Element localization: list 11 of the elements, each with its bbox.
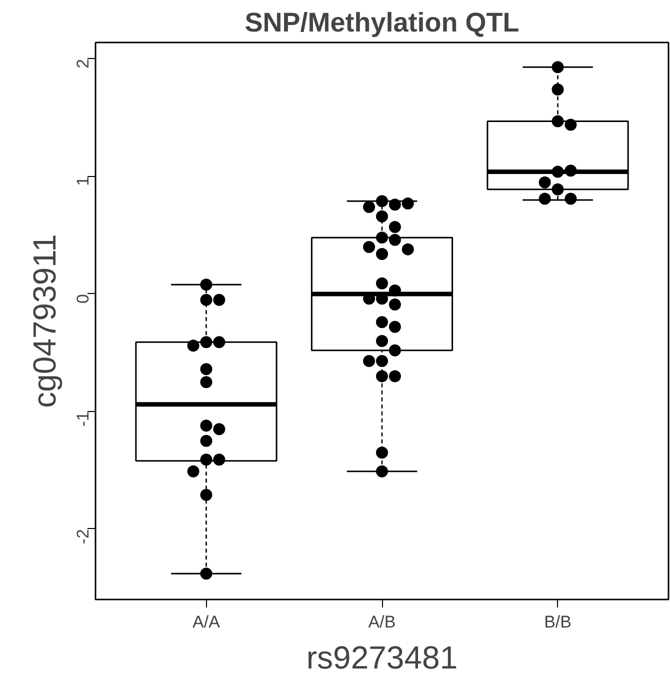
y-axis-title: cg04793911 — [26, 234, 62, 408]
x-axis-title: rs9273481 — [306, 640, 458, 676]
x-tick-label: A/A — [192, 612, 221, 632]
x-tick-label: A/B — [368, 612, 396, 632]
x-tick-label: B/B — [544, 612, 572, 632]
y-tick-label: -2 — [74, 528, 92, 544]
y-tick-label: -1 — [74, 411, 92, 427]
y-tick-label: 0 — [74, 294, 92, 304]
chart-title: SNP/Methylation QTL — [244, 8, 520, 38]
y-tick-label: 2 — [74, 58, 92, 68]
y-tick-label: 1 — [74, 176, 92, 186]
